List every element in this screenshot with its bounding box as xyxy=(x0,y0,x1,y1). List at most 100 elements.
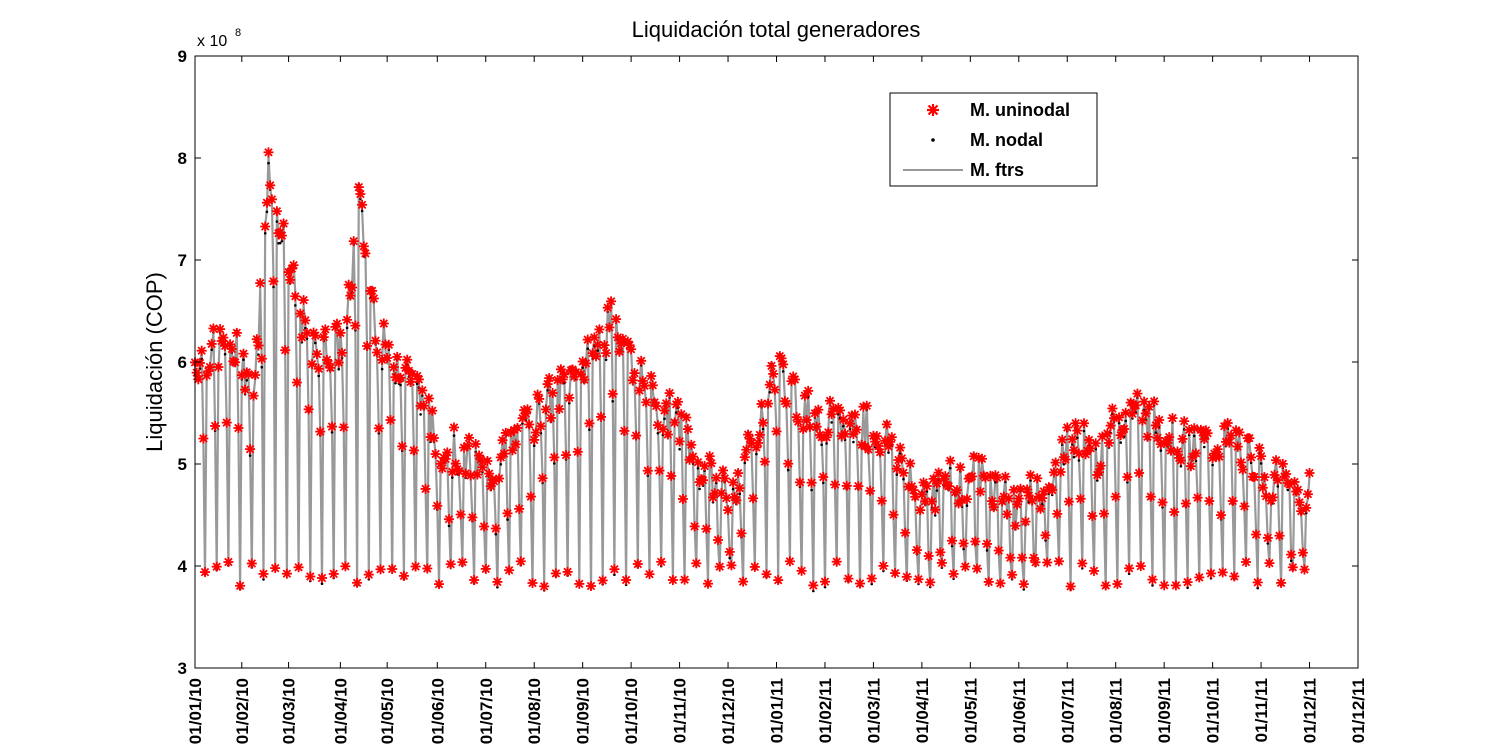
series-uninodal-point xyxy=(310,330,321,341)
series-uninodal-point xyxy=(591,351,601,362)
series-nodal-point xyxy=(304,326,307,330)
series-uninodal-point xyxy=(967,471,977,482)
series-uninodal-point xyxy=(1079,418,1089,429)
series-nodal-point xyxy=(1040,503,1044,506)
series-uninodal-point xyxy=(413,374,424,385)
series-uninodal-point xyxy=(1114,412,1125,423)
series-uninodal-point xyxy=(1299,564,1310,575)
series-uninodal-point xyxy=(325,362,336,373)
series-uninodal-point xyxy=(855,578,865,589)
series-uninodal-point xyxy=(1075,493,1086,504)
series-uninodal-point xyxy=(534,393,545,404)
series-uninodal-point xyxy=(736,528,747,539)
series-uninodal-point xyxy=(1304,468,1315,478)
series-nodal-point xyxy=(604,358,608,362)
x-tick-label: 01/01/11 xyxy=(768,678,787,743)
series-uninodal-point xyxy=(840,428,850,439)
series-nodal-point xyxy=(506,518,509,521)
series-uninodal-point xyxy=(291,377,302,388)
series-uninodal-point xyxy=(388,362,399,373)
series-uninodal-point xyxy=(1104,437,1114,448)
series-uninodal-point xyxy=(1239,501,1250,512)
legend-nodal-marker xyxy=(931,138,935,142)
series-uninodal-point xyxy=(878,560,889,571)
series-uninodal-point xyxy=(783,458,794,469)
series-nodal-point xyxy=(320,582,324,585)
series-uninodal-point xyxy=(739,452,750,463)
series-uninodal-point xyxy=(469,575,480,585)
series-uninodal-point xyxy=(674,436,685,447)
series-nodal-point xyxy=(1159,449,1163,452)
series-uninodal-point xyxy=(661,398,672,409)
series-uninodal-point xyxy=(863,444,874,455)
series-uninodal-point xyxy=(549,452,560,463)
series-nodal-point xyxy=(786,468,790,472)
series-uninodal-point xyxy=(915,505,926,516)
series-nodal-point xyxy=(985,549,989,552)
series-uninodal-point xyxy=(465,470,476,481)
series-uninodal-point xyxy=(768,368,779,379)
series-uninodal-point xyxy=(440,453,451,464)
series-uninodal-point xyxy=(793,416,804,427)
series-uninodal-point xyxy=(276,230,287,241)
series-uninodal-point xyxy=(475,454,486,465)
series-uninodal-point xyxy=(1112,579,1123,589)
series-uninodal-point xyxy=(948,568,959,579)
series-uninodal-point xyxy=(405,376,416,387)
series-uninodal-point xyxy=(347,282,358,293)
series-uninodal-point xyxy=(373,423,384,434)
series-uninodal-point xyxy=(1256,451,1267,462)
series-uninodal-point xyxy=(1107,403,1118,414)
series-uninodal-point xyxy=(1182,577,1193,588)
series-nodal-point xyxy=(272,285,275,289)
series-uninodal-point xyxy=(798,423,809,434)
series-uninodal-point xyxy=(345,290,356,301)
series-uninodal-point xyxy=(210,421,221,431)
series-uninodal-point xyxy=(1149,396,1160,407)
x-tick-label: 01/11/10 xyxy=(671,678,690,743)
series-uninodal-point xyxy=(470,439,481,449)
series-uninodal-point xyxy=(250,370,261,380)
y-axis-label: Liquidación (COP) xyxy=(142,272,167,452)
series-uninodal-point xyxy=(701,523,712,534)
series-uninodal-point xyxy=(794,477,805,488)
series-nodal-point xyxy=(265,210,269,214)
series-uninodal-point xyxy=(402,354,413,365)
series-uninodal-point xyxy=(947,535,957,546)
series-uninodal-point xyxy=(397,441,408,452)
series-uninodal-point xyxy=(442,447,453,458)
series-uninodal-point xyxy=(1150,420,1161,431)
series-uninodal-point xyxy=(1185,461,1196,472)
series-uninodal-point xyxy=(1072,425,1083,436)
series-uninodal-point xyxy=(943,481,954,492)
series-uninodal-point xyxy=(467,512,478,523)
series-uninodal-point xyxy=(206,338,217,349)
series-uninodal-point xyxy=(993,545,1004,556)
series-uninodal-point xyxy=(355,189,366,199)
series-uninodal-point xyxy=(1047,485,1058,495)
series-nodal-point xyxy=(451,476,454,479)
series-uninodal-point xyxy=(382,353,393,363)
series-nodal-point xyxy=(674,411,678,414)
series-uninodal-point xyxy=(1234,427,1245,438)
series-uninodal-point xyxy=(270,563,281,574)
series-uninodal-point xyxy=(357,199,368,210)
series-uninodal-point xyxy=(728,477,739,488)
series-uninodal-point xyxy=(327,421,337,432)
series-uninodal-point xyxy=(982,538,992,549)
series-uninodal-point xyxy=(477,462,488,473)
series-nodal-point xyxy=(663,417,666,421)
series-uninodal-point xyxy=(1137,415,1148,426)
series-uninodal-point xyxy=(925,577,936,588)
series-uninodal-point xyxy=(784,556,795,567)
series-uninodal-point xyxy=(607,388,618,399)
series-uninodal-point xyxy=(1100,580,1111,591)
series-uninodal-point xyxy=(1050,457,1061,468)
series-uninodal-point xyxy=(378,318,389,329)
series-nodal-point xyxy=(1151,584,1154,587)
legend-nodal-label: M. nodal xyxy=(970,130,1043,150)
series-nodal-point xyxy=(656,431,660,435)
series-uninodal-point xyxy=(1055,467,1066,477)
series-uninodal-point xyxy=(689,521,700,532)
